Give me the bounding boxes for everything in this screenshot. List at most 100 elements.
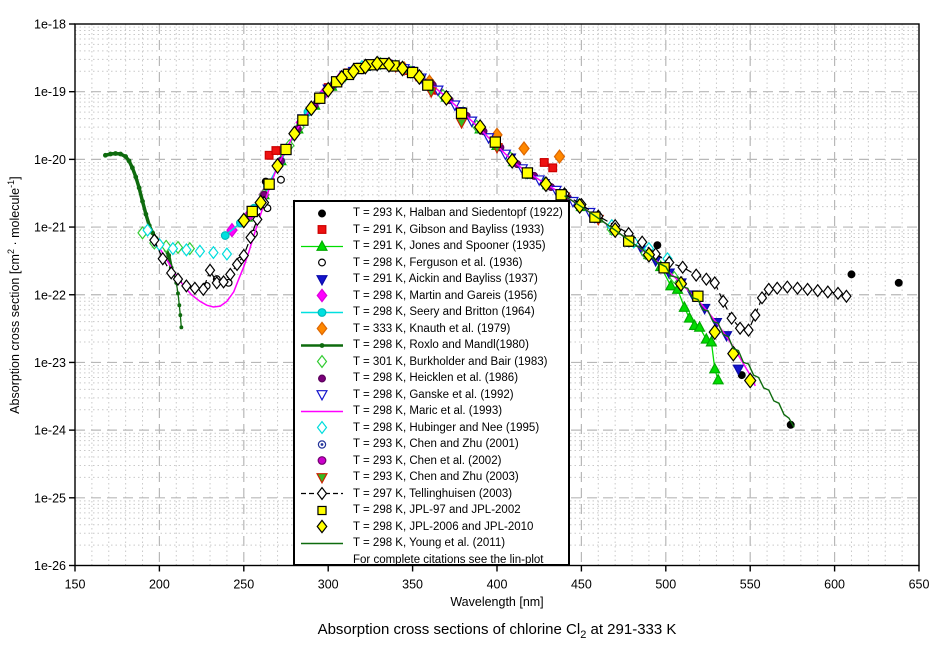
- legend-marker-martin1956: [316, 288, 328, 303]
- y-tick-label: 1e-25: [34, 491, 66, 505]
- caption-pre: Absorption cross sections of chlorine Cl: [317, 621, 581, 638]
- legend-label: T = 298 K, Young et al. (2011): [353, 537, 506, 550]
- data-point-marker: [254, 194, 267, 211]
- caption-post: at 291-333 K: [586, 621, 677, 638]
- data-point-marker: [276, 175, 285, 184]
- legend-marker-maric1993: [301, 410, 343, 412]
- x-tick-label: 600: [824, 578, 845, 592]
- data-point-marker: [231, 257, 243, 272]
- data-point-marker: [396, 60, 409, 77]
- data-point-marker: [518, 140, 530, 156]
- data-point-marker: [321, 81, 335, 98]
- legend-item-martin1956: T = 298 K, Martin and Gareis (1956): [295, 288, 568, 305]
- data-point-marker: [172, 272, 184, 286]
- legend-label: T = 291 K, Jones and Spooner (1935): [353, 240, 546, 253]
- data-point-marker: [822, 285, 834, 299]
- data-point-marker: [263, 178, 275, 190]
- data-point-marker: [756, 291, 768, 305]
- legend-marker-gibson1933: [317, 225, 327, 235]
- legend-label: T = 293 K, Chen and Zhu (2001): [353, 438, 519, 451]
- y-axis-title-sup-minus1: -1: [5, 179, 16, 188]
- data-point-marker: [548, 163, 558, 173]
- data-point-marker: [782, 280, 793, 294]
- data-point-marker: [238, 248, 250, 263]
- data-point-marker: [297, 114, 309, 126]
- legend-marker-knauth1979: [316, 321, 328, 336]
- data-point-marker: [370, 55, 384, 72]
- series-tellinghuisen2003: [149, 186, 852, 337]
- data-point-marker: [717, 294, 729, 309]
- legend-label: T = 301 K, Burkholder and Bair (1983): [353, 355, 548, 368]
- data-point-marker: [455, 118, 468, 130]
- data-point-marker: [701, 272, 712, 286]
- legend-marker-ferguson1936: [318, 258, 326, 267]
- data-point-marker: [143, 211, 149, 217]
- data-point-marker: [167, 241, 179, 256]
- data-point-marker: [832, 286, 844, 301]
- data-point-marker: [181, 279, 192, 293]
- data-point-marker: [455, 107, 468, 119]
- legend-label: T = 293 K, Halban and Siedentopf (1922): [353, 207, 563, 220]
- data-point-marker: [347, 63, 360, 80]
- data-point-marker: [539, 158, 549, 167]
- x-tick-label: 500: [655, 578, 676, 592]
- legend-item-tellinghuisen2003: T = 297 K, Tellinghuisen (2003): [295, 486, 568, 503]
- data-point-marker: [732, 364, 745, 376]
- legend-marker-jones1935: [301, 239, 343, 251]
- data-point-marker: [750, 308, 761, 322]
- data-point-marker: [280, 143, 292, 156]
- series-line-young2011: [564, 195, 795, 428]
- y-axis-title-mid: · molecule: [8, 187, 23, 249]
- x-tick-label: 550: [740, 578, 761, 592]
- data-point-marker: [316, 486, 328, 501]
- legend-marker-jpl2006: [316, 519, 328, 534]
- data-point-marker: [726, 311, 737, 326]
- legend-item-maric1993: T = 298 K, Maric et al. (1993): [295, 403, 568, 420]
- legend-label: T = 297 K, Tellinghuisen (2003): [353, 487, 513, 500]
- data-point-marker: [316, 354, 328, 369]
- y-axis-title-text: Absorption cross section [cm: [8, 254, 23, 414]
- data-point-marker: [802, 282, 813, 297]
- data-point-marker: [653, 241, 662, 250]
- data-point-marker: [208, 245, 219, 260]
- legend-label: T = 293 K, Chen et al. (2002): [353, 454, 502, 467]
- data-point-marker: [149, 233, 160, 248]
- data-point-marker: [622, 235, 635, 247]
- data-point-marker: [218, 275, 229, 289]
- data-point-marker: [221, 247, 233, 261]
- x-tick-label: 350: [402, 578, 423, 592]
- data-point-marker: [763, 282, 775, 297]
- legend-item-jpl2006: T = 298 K, JPL-2006 and JPL-2010: [295, 519, 568, 536]
- legend-label: T = 298 K, JPL-97 and JPL-2002: [353, 504, 521, 517]
- legend-label: T = 298 K, Ferguson et al. (1936): [353, 256, 523, 269]
- legend-marker-aickin1937: [316, 274, 328, 286]
- legend-marker-jpl97: [317, 505, 327, 515]
- legend-label: T = 298 K, Heicklen et al. (1986): [353, 372, 519, 385]
- legend-item-seery1964: T = 298 K, Seery and Britton (1964): [295, 304, 568, 321]
- data-point-marker: [288, 125, 301, 142]
- legend-marker-young2011: [301, 542, 343, 544]
- y-tick-label: 1e-20: [34, 153, 66, 167]
- data-point-marker: [317, 307, 327, 317]
- data-point-marker: [734, 321, 746, 336]
- data-point-marker: [316, 288, 328, 303]
- data-point-marker: [166, 253, 172, 258]
- data-point-marker: [245, 230, 256, 245]
- legend-item-heicklen1986: T = 298 K, Heicklen et al. (1986): [295, 370, 568, 387]
- data-point-marker: [440, 89, 453, 107]
- legend-marker-tellinghuisen2003: [301, 486, 343, 501]
- data-point-marker-dot: [320, 442, 324, 446]
- legend-item-ganske1992: T = 298 K, Ganske et al. (1992): [295, 387, 568, 404]
- legend-marker-chen2003: [316, 472, 328, 484]
- legend-item-knauth1979: T = 333 K, Knauth et al. (1979): [295, 321, 568, 338]
- data-point-marker: [335, 69, 348, 87]
- data-point-marker: [678, 300, 691, 312]
- data-point-marker: [382, 56, 396, 73]
- legend-label: T = 298 K, Hubinger and Nee (1995): [353, 421, 540, 434]
- y-tick-label: 1e-23: [34, 356, 66, 370]
- data-point-marker: [658, 262, 670, 274]
- caption-sub: 2: [580, 629, 587, 641]
- legend-label: T = 298 K, Maric et al. (1993): [353, 405, 503, 418]
- data-point-marker: [847, 270, 856, 279]
